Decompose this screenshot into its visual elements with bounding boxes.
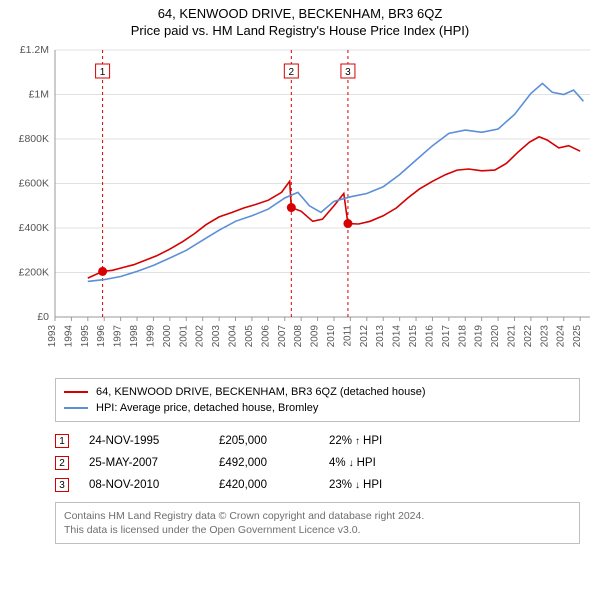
line-chart-svg: £0 £200K £400K £600K £800K £1M £1.2M 1993 1994 19… [0, 42, 600, 372]
x-tick-label: 1997 [113, 325, 124, 348]
series-hpi [88, 83, 584, 281]
event-row: 1 24-NOV-1995£205,00022%↑HPI [55, 430, 580, 452]
event-marker-number: 2 [289, 67, 295, 78]
y-tick-label: £0 [37, 311, 49, 323]
x-tick-label: 2021 [507, 325, 518, 348]
event-date: 08-NOV-2010 [89, 479, 219, 491]
x-tick-label: 2016 [424, 325, 435, 348]
event-marker-number: 3 [345, 67, 351, 78]
x-tick-label: 1996 [96, 325, 107, 348]
x-tick-label: 2003 [211, 325, 222, 348]
x-tick-label: 2008 [293, 325, 304, 348]
chart-plot: £0 £200K £400K £600K £800K £1M £1.2M 1993 1994 19… [0, 42, 600, 372]
chart-title: 64, KENWOOD DRIVE, BECKENHAM, BR3 6QZ [0, 0, 600, 21]
x-tick-label: 1994 [63, 325, 74, 348]
event-price: £420,000 [219, 479, 329, 491]
event-delta-pct: 23% [329, 479, 352, 491]
x-tick-label: 1995 [80, 325, 91, 348]
x-tick-label: 2014 [392, 325, 403, 348]
x-tick-label: 2004 [228, 325, 239, 348]
x-tick-label: 2025 [572, 325, 583, 348]
legend-item: 64, KENWOOD DRIVE, BECKENHAM, BR3 6QZ (d… [64, 384, 571, 400]
legend-label: HPI: Average price, detached house, Brom… [96, 402, 318, 414]
events-table: 124-NOV-1995£205,00022%↑HPI225-MAY-2007£… [55, 430, 580, 496]
x-tick-label: 2020 [490, 325, 501, 348]
arrow-up-icon: ↑ [355, 436, 360, 447]
chart-subtitle: Price paid vs. HM Land Registry's House … [0, 21, 600, 42]
chart-container: { "title": "64, KENWOOD DRIVE, BECKENHAM… [0, 0, 600, 590]
x-tick-label: 2017 [441, 325, 452, 348]
event-row: 3 08-NOV-2010£420,00023%↓HPI [55, 474, 580, 496]
event-delta: 22%↑HPI [329, 435, 449, 447]
event-price: £492,000 [219, 457, 329, 469]
event-delta-suffix: HPI [363, 435, 382, 447]
legend-swatch [64, 391, 88, 393]
event-price: £205,000 [219, 435, 329, 447]
x-tick-label: 1993 [47, 325, 58, 348]
legend-label: 64, KENWOOD DRIVE, BECKENHAM, BR3 6QZ (d… [96, 386, 426, 398]
series-property [88, 137, 580, 278]
x-tick-label: 2002 [195, 325, 206, 348]
y-tick-label: £200K [19, 267, 49, 279]
event-delta-suffix: HPI [357, 457, 376, 469]
event-dot [287, 203, 296, 212]
x-tick-label: 1999 [145, 325, 156, 348]
y-tick-label: £800K [19, 133, 49, 145]
event-date: 24-NOV-1995 [89, 435, 219, 447]
x-tick-label: 2010 [326, 325, 337, 348]
y-tick-label: £1.2M [20, 44, 49, 56]
x-tick-label: 2019 [474, 325, 485, 348]
event-dot [98, 267, 107, 276]
x-tick-label: 2023 [539, 325, 550, 348]
x-tick-label: 2000 [162, 325, 173, 348]
y-tick-label: £400K [19, 222, 49, 234]
x-tick-label: 2009 [310, 325, 321, 348]
x-tick-label: 2001 [178, 325, 189, 348]
x-tick-label: 2005 [244, 325, 255, 348]
x-tick-label: 1998 [129, 325, 140, 348]
x-tick-label: 2018 [457, 325, 468, 348]
x-tick-label: 2013 [375, 325, 386, 348]
footer-line-2: This data is licensed under the Open Gov… [64, 523, 571, 537]
x-tick-label: 2015 [408, 325, 419, 348]
y-tick-label: £1M [29, 89, 49, 101]
legend-box: 64, KENWOOD DRIVE, BECKENHAM, BR3 6QZ (d… [55, 378, 580, 422]
y-tick-label: £600K [19, 178, 49, 190]
event-marker-number: 1 [100, 67, 106, 78]
event-date: 25-MAY-2007 [89, 457, 219, 469]
event-delta: 23%↓HPI [329, 479, 449, 491]
event-number-box: 2 [55, 456, 69, 470]
legend-swatch [64, 407, 88, 409]
event-number-box: 1 [55, 434, 69, 448]
footer-line-1: Contains HM Land Registry data © Crown c… [64, 509, 571, 523]
arrow-down-icon: ↓ [349, 458, 354, 469]
attribution-footer: Contains HM Land Registry data © Crown c… [55, 502, 580, 544]
x-tick-label: 2022 [523, 325, 534, 348]
event-row: 2 25-MAY-2007£492,0004%↓HPI [55, 452, 580, 474]
event-delta-suffix: HPI [363, 479, 382, 491]
x-tick-label: 2024 [556, 325, 567, 348]
event-delta: 4%↓HPI [329, 457, 449, 469]
event-number-box: 3 [55, 478, 69, 492]
x-tick-label: 2007 [277, 325, 288, 348]
x-tick-label: 2006 [260, 325, 271, 348]
event-dot [343, 219, 352, 228]
event-delta-pct: 22% [329, 435, 352, 447]
event-delta-pct: 4% [329, 457, 346, 469]
x-tick-label: 2011 [342, 325, 353, 347]
legend-item: HPI: Average price, detached house, Brom… [64, 400, 571, 416]
x-tick-label: 2012 [359, 325, 370, 348]
arrow-down-icon: ↓ [355, 480, 360, 491]
